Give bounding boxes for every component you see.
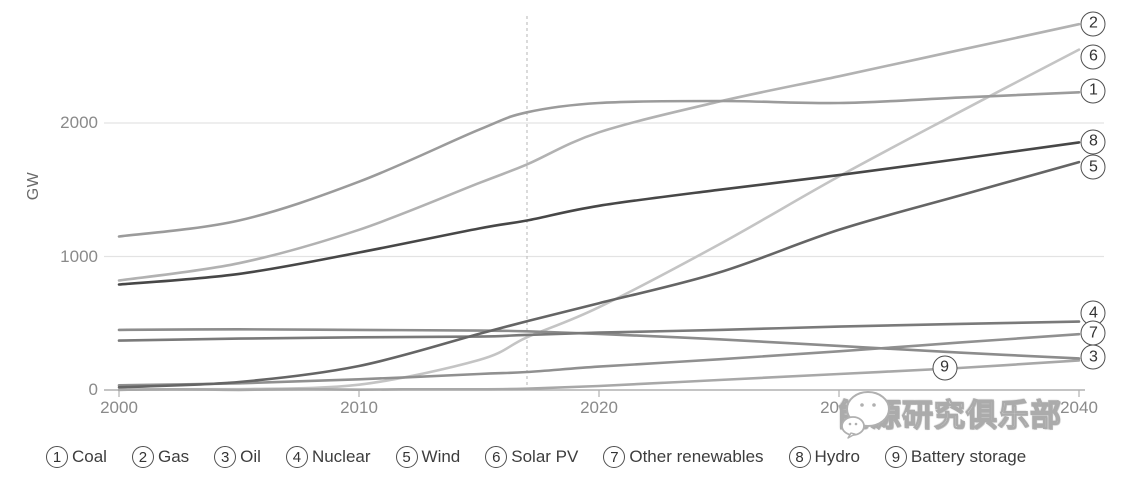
series-line-wind <box>117 160 1081 389</box>
legend-label: Solar PV <box>511 447 579 466</box>
x-tick-label-2030: 2030 <box>820 398 858 417</box>
series-line-coal <box>117 91 1081 238</box>
series-marker-gas: 2 <box>1080 11 1106 37</box>
legend-number-icon: 3 <box>214 446 237 468</box>
legend-label: Nuclear <box>311 447 371 466</box>
legend-number-icon: 5 <box>395 446 418 468</box>
series-line-other-renewables <box>117 332 1081 387</box>
x-tick-label-2020: 2020 <box>580 398 618 417</box>
legend-number-icon: 9 <box>884 446 907 468</box>
legend-label: Wind <box>421 447 461 466</box>
legend-item-wind: 5 Wind <box>395 446 461 468</box>
x-tick-label-2010: 2010 <box>340 398 378 417</box>
x-tick-label-2040: 2040 <box>1060 398 1098 417</box>
series-marker-solar-pv: 6 <box>1080 44 1106 70</box>
legend-item-oil: 3 Oil <box>214 446 261 468</box>
series-marker-nuclear: 4 <box>1080 300 1106 326</box>
series-line-nuclear <box>117 320 1081 342</box>
legend-number-icon: 4 <box>285 446 308 468</box>
legend-item-battery-storage: 9 Battery storage <box>884 446 1027 468</box>
y-tick-label-2000: 2000 <box>60 113 98 132</box>
legend-item-nuclear: 4 Nuclear <box>285 446 371 468</box>
series-marker-hydro: 8 <box>1080 129 1106 155</box>
legend-label: Coal <box>72 447 107 466</box>
legend-item-coal: 1 Coal <box>46 446 107 468</box>
legend-label: Oil <box>240 447 261 466</box>
y-axis-unit-label: GW <box>25 171 42 201</box>
legend-number-icon: 1 <box>46 446 68 468</box>
series-line-gas <box>117 22 1081 282</box>
legend-item-gas: 2 Gas <box>131 446 190 468</box>
legend-item-other-renewables: 7 Other renewables <box>603 446 764 468</box>
legend-number-icon: 2 <box>131 446 154 468</box>
legend-item-solar-pv: 6 Solar PV <box>485 446 578 468</box>
legend-number-icon: 6 <box>485 446 508 468</box>
series-marker-wind: 5 <box>1080 154 1106 180</box>
legend-label: Gas <box>157 447 190 466</box>
legend-number-icon: 7 <box>603 446 626 468</box>
y-tick-label-1000: 1000 <box>60 246 98 266</box>
series-marker-battery-storage: 9 <box>932 355 958 381</box>
series-line-hydro <box>117 141 1081 286</box>
x-tick-label-2000: 2000 <box>100 398 138 417</box>
legend-label: Other renewables <box>629 447 764 466</box>
series-marker-other-renewables: 7 <box>1080 320 1106 346</box>
series-marker-oil: 3 <box>1080 344 1106 370</box>
legend-label: Hydro <box>814 447 860 466</box>
y-tick-label-0: 0 <box>88 380 98 399</box>
series-marker-coal: 1 <box>1080 78 1106 104</box>
legend-number-icon: 8 <box>788 446 811 468</box>
legend-item-hydro: 8 Hydro <box>788 446 860 468</box>
legend: 1 Coal 2 Gas 3 Oil 4 Nuclear 5 Wind 6 Solar PV 7 Othe… <box>46 443 1026 471</box>
series-line-battery-storage <box>117 359 1081 392</box>
legend-label: Battery storage <box>910 447 1027 466</box>
